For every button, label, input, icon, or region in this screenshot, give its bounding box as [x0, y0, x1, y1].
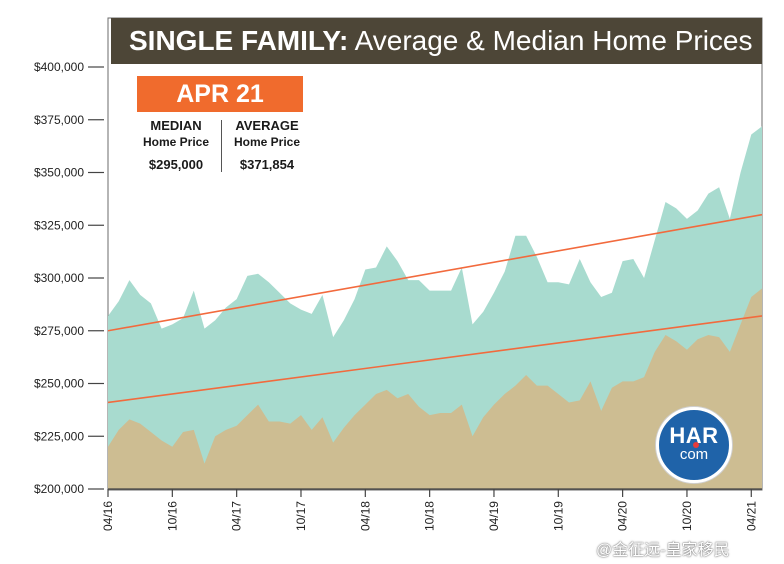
har-logo: HAR com — [656, 407, 732, 483]
median-label: MEDIAN — [150, 118, 202, 133]
period-badge: APR 21 — [137, 76, 303, 112]
median-stat: MEDIAN Home Price $295,000 — [133, 118, 219, 174]
y-tick-label: $350,000 — [34, 166, 84, 180]
y-tick-label: $250,000 — [34, 377, 84, 391]
y-tick-label: $325,000 — [34, 218, 84, 232]
y-tick-label: $375,000 — [34, 113, 84, 127]
har-logo-dot — [693, 442, 699, 448]
har-logo-subtext: com — [679, 446, 709, 463]
y-tick-label: $400,000 — [34, 60, 84, 74]
watermark: @金征远-皇家移民 — [596, 542, 730, 559]
average-trend-line — [108, 213, 762, 332]
x-tick-label: 10/20 — [680, 501, 694, 531]
x-tick-label: 10/17 — [294, 501, 308, 531]
average-stat: AVERAGE Home Price $371,854 — [224, 118, 310, 174]
x-tick-label: 04/16 — [101, 501, 115, 531]
x-tick-label: 04/19 — [487, 501, 501, 531]
average-label: AVERAGE — [235, 118, 299, 133]
y-tick-label: $275,000 — [34, 324, 84, 338]
x-tick-label: 10/18 — [423, 501, 437, 531]
average-value: $371,854 — [239, 157, 295, 172]
y-tick-label: $300,000 — [34, 271, 84, 285]
x-tick-label: 04/20 — [616, 501, 630, 531]
average-area — [108, 126, 762, 489]
chart-title-light: Average & Median Home Prices — [348, 25, 753, 56]
x-tick-label: 10/16 — [165, 501, 179, 531]
stat-divider — [221, 120, 222, 172]
chart-title: SINGLE FAMILY: Average & Median Home Pri… — [111, 18, 762, 64]
x-tick-label: 04/18 — [358, 501, 372, 531]
x-tick-label: 10/19 — [551, 501, 565, 531]
median-trend-line — [108, 315, 762, 404]
median-area — [108, 288, 762, 489]
chart-title-bold: SINGLE FAMILY: — [129, 25, 349, 56]
average-sublabel: Home Price — [233, 135, 301, 149]
y-tick-label: $200,000 — [34, 482, 84, 496]
median-value: $295,000 — [148, 157, 204, 172]
har-logo-text: HAR — [669, 423, 719, 448]
x-tick-label: 04/17 — [230, 501, 244, 531]
median-sublabel: Home Price — [142, 135, 210, 149]
x-tick-label: 04/21 — [744, 501, 758, 531]
y-tick-label: $225,000 — [34, 429, 84, 443]
